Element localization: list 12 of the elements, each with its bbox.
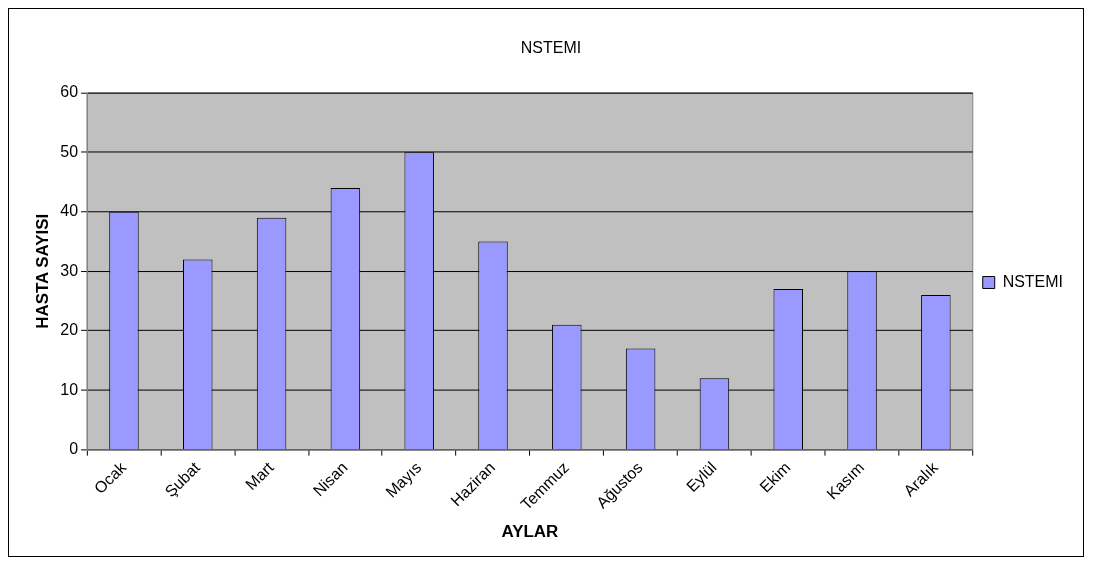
y-tick-label: 60: [60, 83, 79, 101]
x-tick-label: Mart: [242, 458, 278, 494]
y-tick-label: 40: [60, 202, 79, 220]
x-axis-title: AYLAR: [501, 521, 559, 541]
legend-label: NSTEMI: [1002, 272, 1063, 290]
y-tick-label: 30: [60, 261, 79, 279]
y-axis-title: HASTA SAYISI: [32, 213, 52, 329]
y-tick-label: 10: [60, 380, 79, 398]
y-tick-label: 0: [69, 440, 79, 458]
chart-title: NSTEMI: [520, 38, 582, 56]
y-tick-label: 20: [60, 321, 79, 339]
y-tick-label: 50: [60, 142, 79, 160]
